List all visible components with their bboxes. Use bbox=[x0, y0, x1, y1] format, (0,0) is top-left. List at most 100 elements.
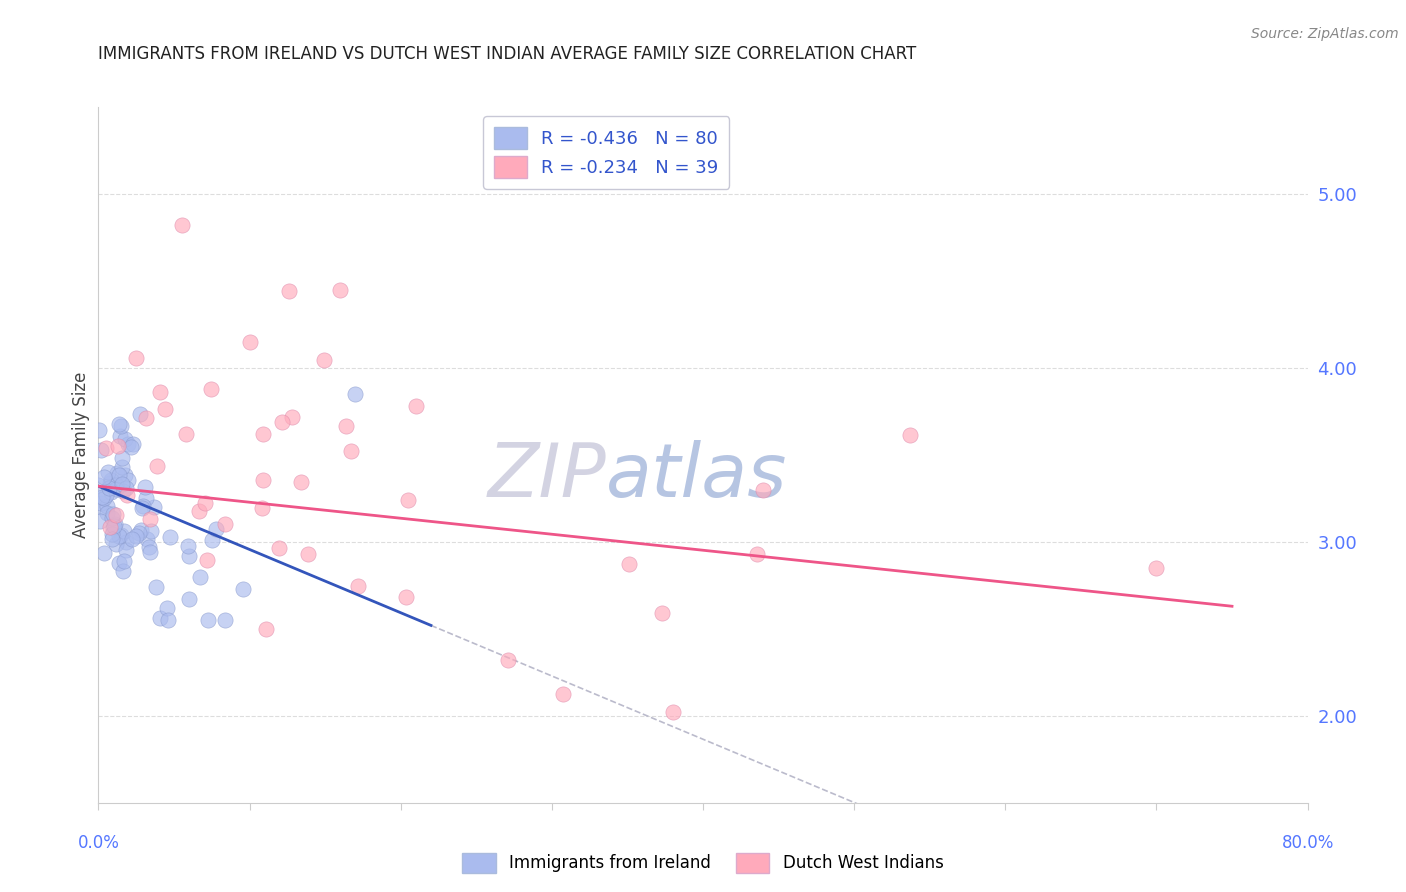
Point bbox=[121, 533, 143, 547]
Point bbox=[177, 549, 200, 563]
Point bbox=[100, 473, 122, 487]
Point bbox=[174, 426, 197, 441]
Point bbox=[94, 441, 117, 455]
Legend: R = -0.436   N = 80, R = -0.234   N = 39: R = -0.436 N = 80, R = -0.234 N = 39 bbox=[484, 116, 730, 189]
Point bbox=[110, 429, 132, 443]
Point bbox=[110, 419, 132, 434]
Point bbox=[900, 428, 922, 442]
Point bbox=[97, 481, 120, 495]
Point bbox=[104, 482, 127, 496]
Point bbox=[131, 524, 153, 538]
Point bbox=[396, 492, 419, 507]
Point bbox=[115, 535, 138, 549]
Point bbox=[103, 507, 125, 521]
Point bbox=[115, 481, 138, 495]
Point bbox=[239, 334, 262, 349]
Point bbox=[107, 468, 129, 483]
Point bbox=[108, 529, 131, 543]
Point bbox=[111, 459, 134, 474]
Point bbox=[135, 491, 157, 506]
Point bbox=[89, 514, 111, 528]
Point bbox=[107, 439, 129, 453]
Point bbox=[120, 440, 142, 454]
Point bbox=[200, 382, 222, 396]
Point bbox=[347, 579, 370, 593]
Text: atlas: atlas bbox=[606, 440, 787, 512]
Point bbox=[115, 488, 138, 502]
Point bbox=[105, 537, 128, 551]
Point bbox=[114, 432, 136, 446]
Point bbox=[197, 613, 219, 627]
Point bbox=[91, 490, 114, 504]
Point bbox=[90, 500, 112, 514]
Point bbox=[214, 516, 236, 531]
Point bbox=[114, 467, 136, 482]
Point bbox=[104, 477, 127, 491]
Point bbox=[111, 564, 134, 578]
Point bbox=[128, 526, 150, 541]
Point bbox=[112, 524, 135, 538]
Point bbox=[142, 500, 165, 515]
Point bbox=[138, 512, 160, 526]
Point bbox=[159, 531, 181, 545]
Point bbox=[108, 417, 131, 431]
Text: 0.0%: 0.0% bbox=[77, 834, 120, 852]
Point bbox=[98, 520, 121, 534]
Point bbox=[111, 477, 134, 491]
Point bbox=[105, 466, 128, 480]
Point bbox=[87, 477, 110, 491]
Point bbox=[395, 591, 418, 605]
Point bbox=[89, 423, 111, 437]
Point bbox=[662, 706, 685, 720]
Text: ZIP: ZIP bbox=[488, 440, 606, 512]
Point bbox=[94, 488, 117, 502]
Point bbox=[340, 443, 363, 458]
Point bbox=[138, 545, 160, 559]
Text: Source: ZipAtlas.com: Source: ZipAtlas.com bbox=[1251, 27, 1399, 41]
Point bbox=[90, 443, 112, 458]
Point bbox=[117, 473, 139, 487]
Point bbox=[195, 552, 218, 566]
Point bbox=[125, 351, 148, 365]
Point bbox=[617, 557, 640, 571]
Point bbox=[194, 496, 217, 510]
Point bbox=[496, 653, 519, 667]
Point bbox=[146, 458, 169, 473]
Point bbox=[252, 427, 274, 442]
Point bbox=[125, 529, 148, 543]
Point bbox=[149, 385, 172, 400]
Point bbox=[271, 416, 294, 430]
Point bbox=[117, 437, 139, 451]
Point bbox=[110, 527, 132, 541]
Point bbox=[651, 606, 673, 620]
Point bbox=[132, 499, 155, 513]
Point bbox=[101, 532, 124, 546]
Point bbox=[101, 527, 124, 541]
Point bbox=[187, 504, 209, 518]
Point bbox=[101, 510, 124, 524]
Point bbox=[100, 485, 122, 500]
Point bbox=[103, 519, 125, 533]
Point bbox=[90, 495, 112, 509]
Point bbox=[179, 591, 201, 606]
Point bbox=[135, 410, 157, 425]
Point bbox=[177, 539, 200, 553]
Point bbox=[250, 501, 273, 516]
Point bbox=[145, 580, 167, 594]
Point bbox=[138, 541, 160, 555]
Point bbox=[93, 470, 115, 484]
Point bbox=[335, 419, 357, 434]
Point bbox=[205, 522, 228, 536]
Point bbox=[98, 476, 121, 491]
Point bbox=[104, 516, 127, 531]
Point bbox=[101, 520, 124, 534]
Point bbox=[267, 541, 290, 555]
Point bbox=[344, 387, 367, 401]
Point bbox=[122, 436, 145, 450]
Point bbox=[551, 687, 574, 701]
Point bbox=[107, 556, 129, 570]
Point bbox=[115, 543, 138, 558]
Point bbox=[232, 582, 254, 596]
Point bbox=[111, 483, 134, 498]
Point bbox=[297, 547, 319, 561]
